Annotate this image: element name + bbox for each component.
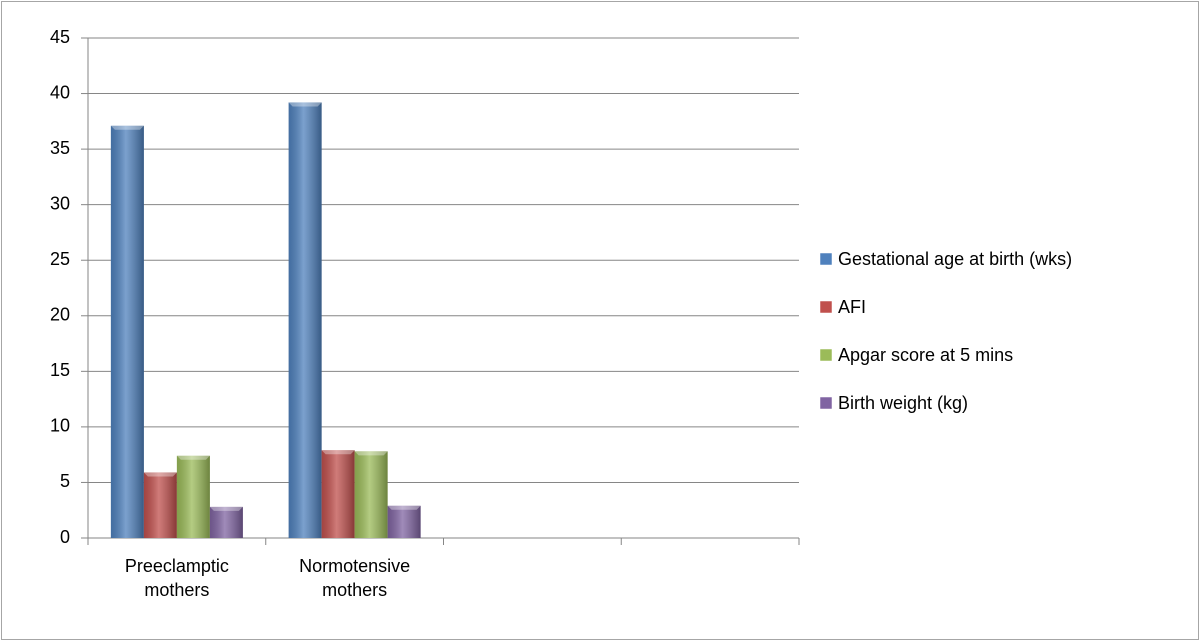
legend-label: Apgar score at 5 mins — [838, 345, 1013, 365]
bar — [143, 472, 177, 538]
legend-swatch — [819, 252, 833, 266]
y-tick-label: 0 — [60, 527, 70, 547]
legend-label: Birth weight (kg) — [838, 393, 968, 413]
legend-swatch — [819, 348, 833, 362]
legend-swatch — [819, 300, 833, 314]
y-tick-label: 30 — [50, 193, 70, 213]
bar — [176, 455, 210, 538]
bar — [110, 125, 144, 539]
bar — [288, 102, 322, 538]
y-tick-label: 20 — [50, 305, 70, 325]
y-tick-label: 15 — [50, 360, 70, 380]
y-tick-label: 40 — [50, 82, 70, 102]
bar — [209, 506, 243, 538]
y-tick-label: 25 — [50, 249, 70, 269]
y-tick-label: 5 — [60, 471, 70, 491]
y-tick-label: 45 — [50, 27, 70, 47]
bar — [321, 450, 355, 538]
x-tick-label: Normotensive mothers — [299, 556, 411, 600]
x-tick-label: Preeclamptic mothers — [124, 556, 229, 600]
legend-swatch — [819, 396, 833, 410]
y-tick-label: 35 — [50, 138, 70, 158]
legend-label: Gestational age at birth (wks) — [838, 249, 1072, 269]
bar — [354, 451, 388, 538]
y-tick-label: 10 — [50, 416, 70, 436]
bar — [387, 505, 421, 538]
legend-label: AFI — [838, 297, 866, 317]
